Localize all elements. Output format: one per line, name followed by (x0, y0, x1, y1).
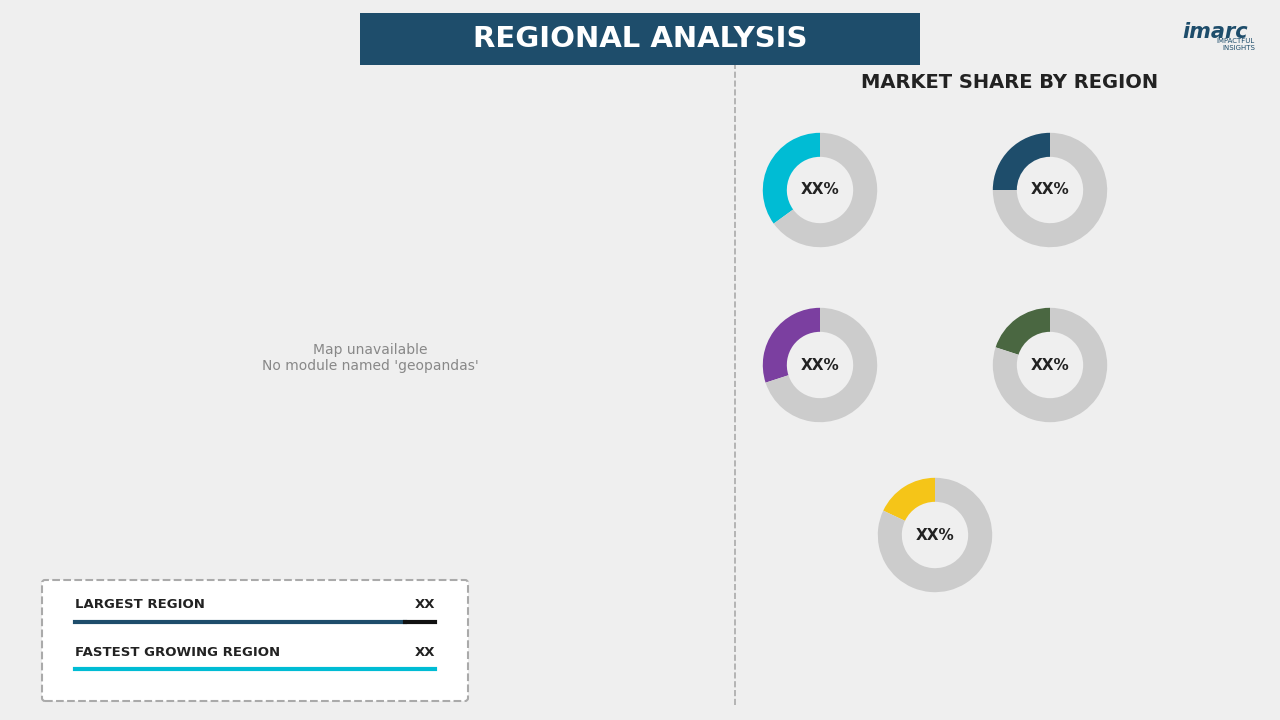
Wedge shape (765, 308, 877, 422)
Text: Map unavailable
No module named 'geopandas': Map unavailable No module named 'geopand… (262, 343, 479, 373)
Text: IMPACTFUL
INSIGHTS: IMPACTFUL INSIGHTS (1217, 38, 1254, 52)
Wedge shape (993, 132, 1050, 190)
Text: MARKET SHARE BY REGION: MARKET SHARE BY REGION (861, 73, 1158, 91)
Text: FASTEST GROWING REGION: FASTEST GROWING REGION (76, 646, 280, 659)
Wedge shape (993, 308, 1107, 422)
FancyBboxPatch shape (360, 13, 920, 65)
FancyBboxPatch shape (42, 580, 468, 701)
Text: XX%: XX% (1030, 358, 1069, 372)
Wedge shape (773, 132, 877, 247)
Wedge shape (883, 478, 934, 521)
Text: LARGEST REGION: LARGEST REGION (76, 598, 205, 611)
Text: XX%: XX% (1030, 182, 1069, 197)
Text: XX%: XX% (800, 358, 840, 372)
Text: XX%: XX% (800, 182, 840, 197)
Wedge shape (993, 132, 1107, 247)
Text: XX%: XX% (915, 528, 955, 542)
Wedge shape (878, 478, 992, 592)
Wedge shape (763, 132, 820, 224)
Text: XX: XX (415, 598, 435, 611)
Text: XX: XX (415, 646, 435, 659)
Text: imarc: imarc (1183, 22, 1248, 42)
Wedge shape (996, 307, 1050, 355)
Wedge shape (763, 308, 820, 382)
Text: REGIONAL ANALYSIS: REGIONAL ANALYSIS (472, 25, 808, 53)
